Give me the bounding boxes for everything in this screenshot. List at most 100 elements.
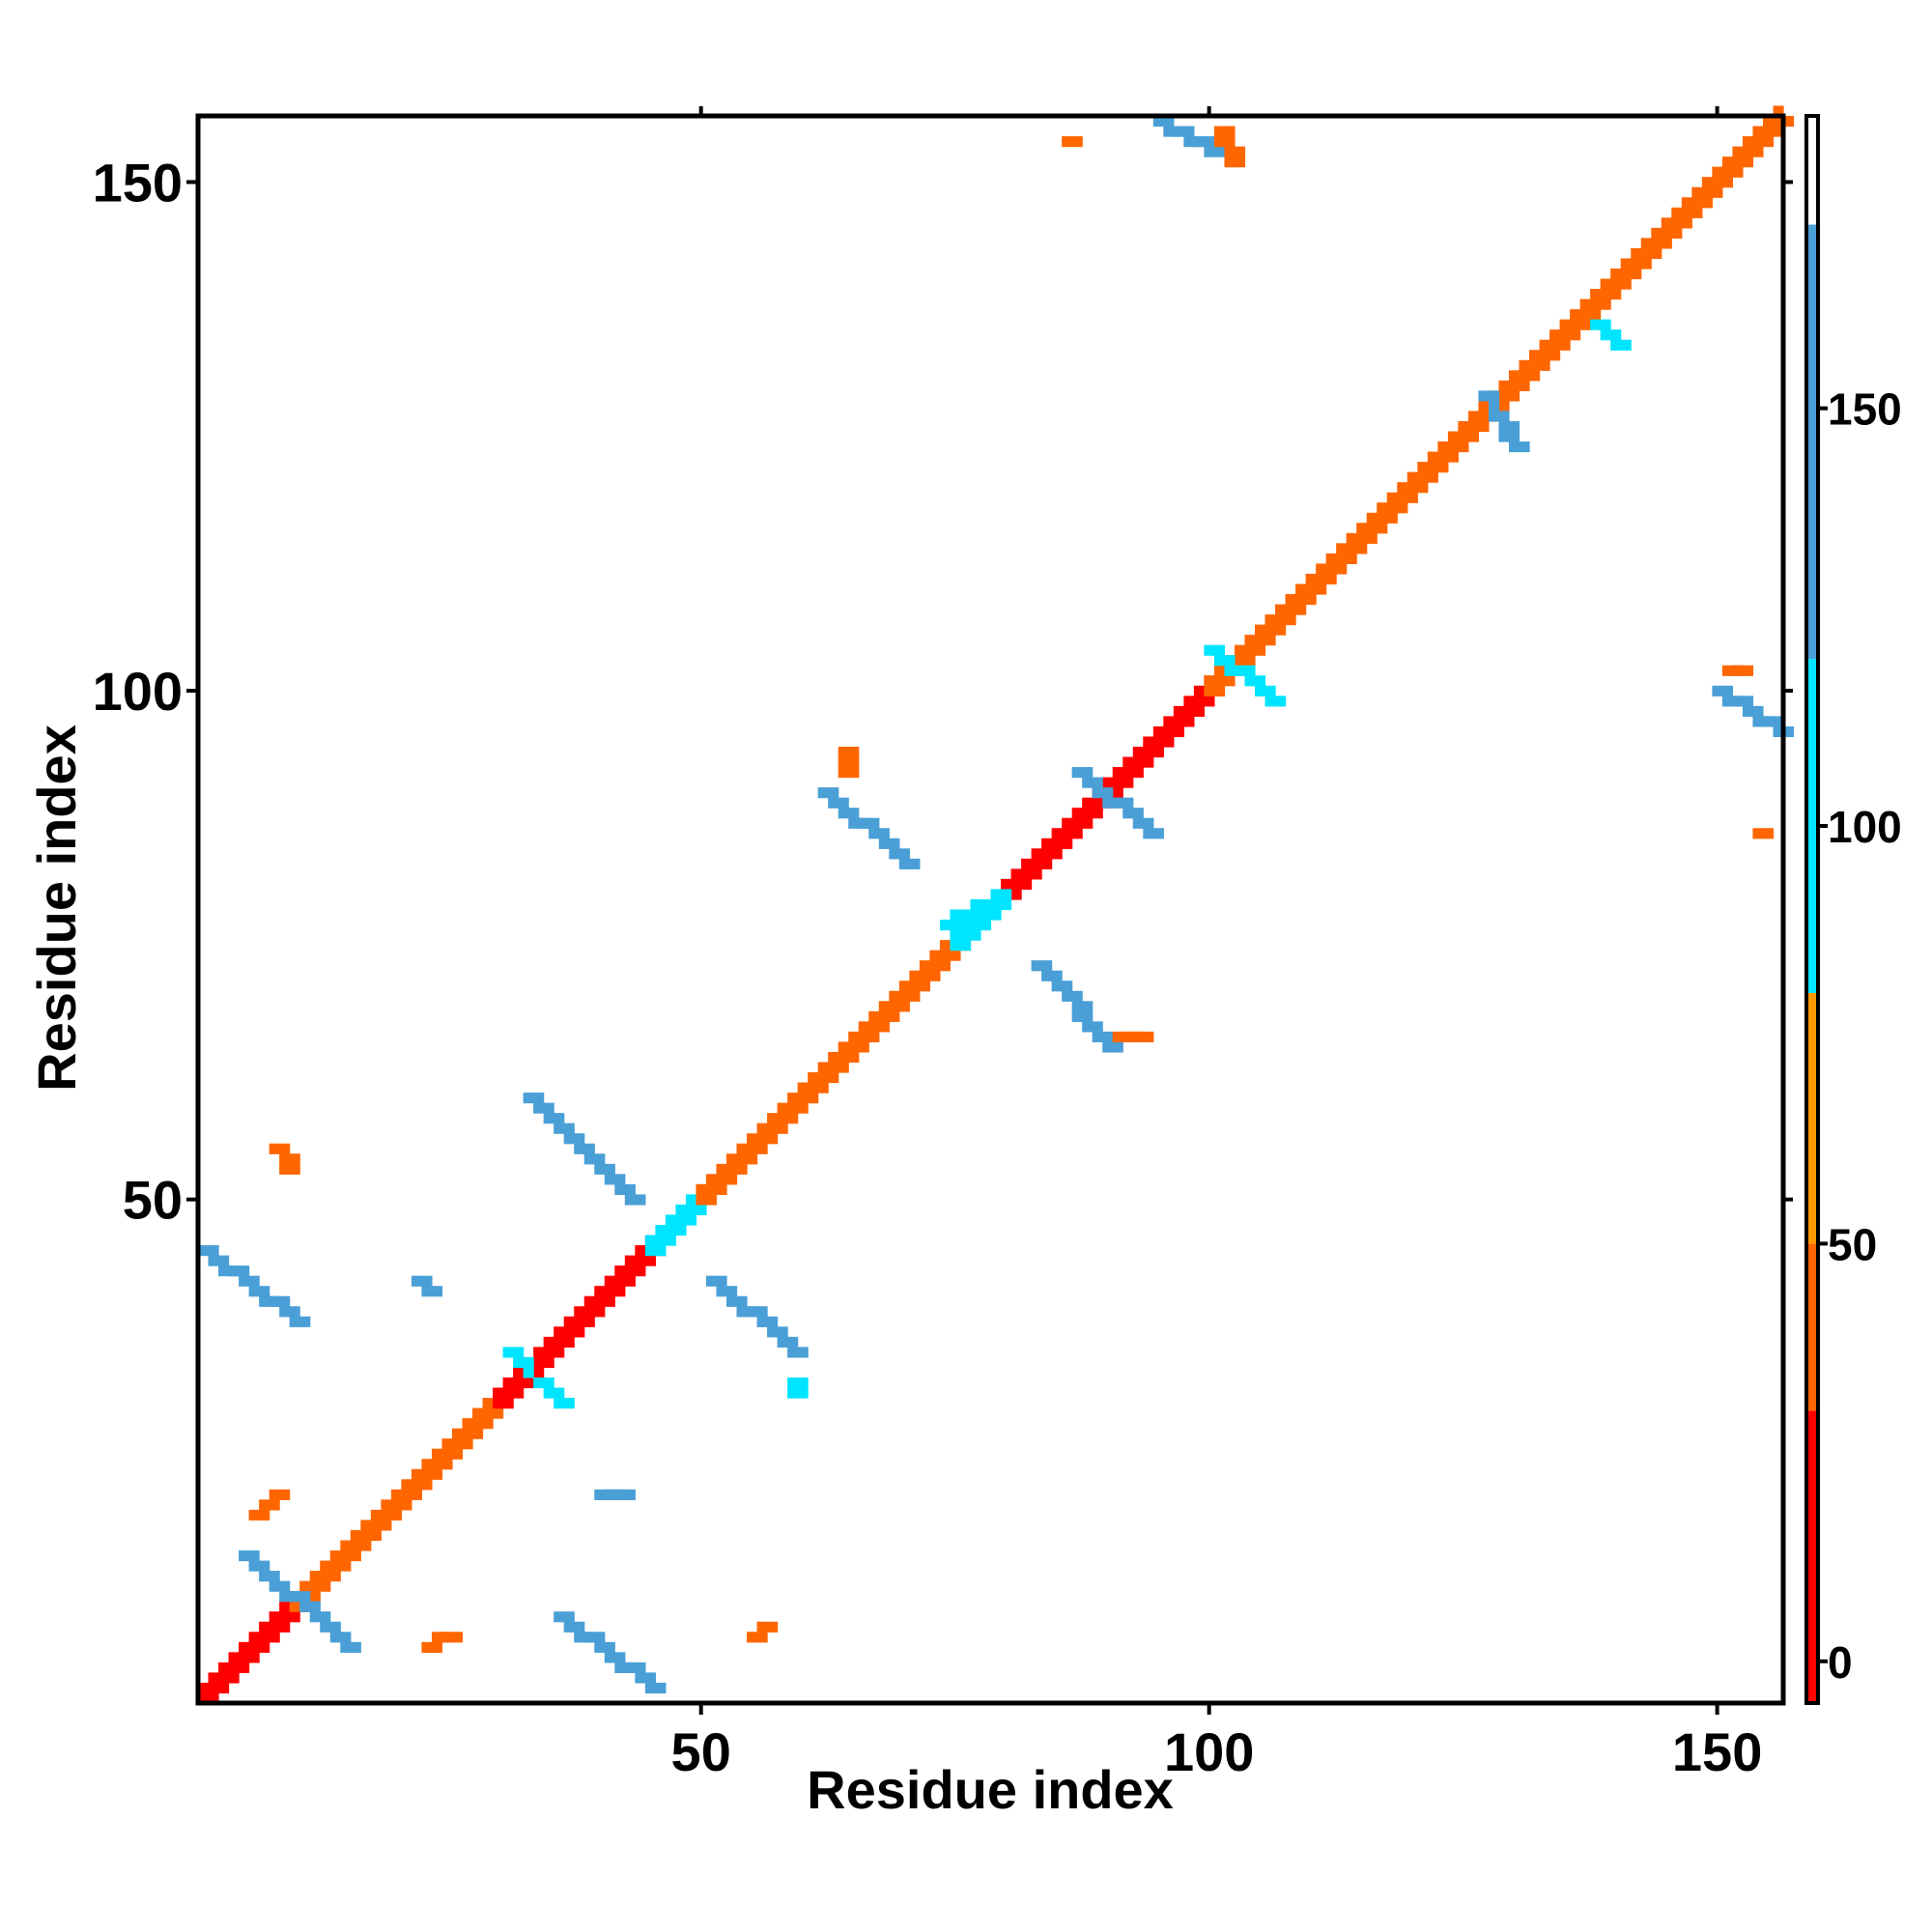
heatmap-cell <box>543 1377 554 1389</box>
heatmap-cell <box>848 756 860 768</box>
y-tick-label: 100 <box>93 661 183 722</box>
heatmap-cell <box>950 920 961 931</box>
heatmap-cell <box>828 1072 839 1084</box>
heatmap-cell <box>1062 828 1073 839</box>
heatmap-cell <box>817 787 829 799</box>
heatmap-cell <box>1071 767 1083 779</box>
heatmap-cell <box>1701 197 1713 209</box>
heatmap-cell <box>1508 431 1520 442</box>
heatmap-cell <box>370 1520 382 1531</box>
heatmap-cell <box>1671 207 1683 218</box>
heatmap-cell <box>1752 146 1764 157</box>
heatmap-cell <box>1437 441 1449 453</box>
heatmap-cell <box>1234 655 1246 667</box>
heatmap-cell <box>533 1102 545 1114</box>
heatmap-cell <box>1204 675 1215 687</box>
heatmap-cell <box>1173 126 1184 137</box>
heatmap-cell <box>1122 777 1134 788</box>
y-axis-ticks: 50 100 150 <box>93 152 1793 1231</box>
heatmap-cell <box>614 1265 626 1277</box>
heatmap-cell <box>533 1367 545 1378</box>
heatmap-cell <box>1244 655 1256 667</box>
heatmap-cell <box>1143 746 1154 758</box>
heatmap-cell <box>716 1183 727 1195</box>
heatmap-cell <box>909 858 921 869</box>
heatmap-cell <box>838 767 849 779</box>
heatmap-cell <box>716 1163 727 1175</box>
heatmap-cell <box>1132 756 1144 768</box>
heatmap-cell <box>1062 136 1073 148</box>
heatmap-cell <box>360 1529 372 1542</box>
heatmap-cell <box>594 1641 606 1653</box>
heatmap-segment <box>838 746 860 779</box>
heatmap-cell <box>1721 696 1733 707</box>
heatmap-cell <box>1213 644 1226 656</box>
heatmap-cell <box>868 1010 880 1022</box>
colorbar-band <box>1806 659 1818 993</box>
heatmap-cell <box>665 1235 676 1246</box>
heatmap-cell <box>390 1499 402 1511</box>
heatmap-cell <box>228 1672 240 1684</box>
heatmap-cell <box>563 1316 575 1327</box>
heatmap-cell <box>1661 238 1672 249</box>
heatmap-cell <box>898 848 910 860</box>
heatmap-cell <box>411 1468 423 1480</box>
heatmap-cell <box>1071 817 1083 829</box>
heatmap-cell <box>838 756 849 768</box>
heatmap-cell <box>401 1479 412 1491</box>
heatmap-cell <box>1549 329 1561 341</box>
heatmap-cell <box>624 1662 636 1673</box>
heatmap-cell <box>756 1133 768 1145</box>
heatmap-cell <box>1620 339 1632 351</box>
x-tick-label: 150 <box>1672 1721 1762 1782</box>
heatmap-cell <box>390 1489 402 1500</box>
heatmap-cell <box>1041 970 1053 981</box>
heatmap-cell <box>675 1214 687 1226</box>
heatmap-cell <box>1437 462 1449 473</box>
heatmap-cell <box>1295 604 1307 615</box>
heatmap-cell <box>431 1632 443 1643</box>
heatmap-cell <box>543 1356 554 1369</box>
heatmap-cell <box>1082 1001 1094 1012</box>
heatmap-cell <box>1346 553 1357 565</box>
heatmap-cell <box>919 980 930 992</box>
heatmap-cell <box>239 1265 250 1277</box>
heatmap-cell <box>1488 411 1500 422</box>
heatmap-cell <box>970 929 981 941</box>
heatmap-cell <box>838 1062 849 1073</box>
heatmap-cell <box>1122 808 1134 819</box>
heatmap-cell <box>1346 543 1357 554</box>
heatmap-cell <box>1031 858 1042 869</box>
heatmap-cell <box>1001 878 1012 891</box>
heatmap-segment <box>421 1632 464 1653</box>
heatmap-cell <box>1275 624 1287 636</box>
heatmap-segment <box>248 1489 291 1521</box>
heatmap-cell <box>939 920 952 931</box>
heatmap-cell <box>635 1672 646 1684</box>
heatmap-cell <box>451 1438 464 1450</box>
heatmap-cell <box>990 909 1002 921</box>
heatmap-cell <box>1519 359 1530 371</box>
heatmap-cell <box>1183 136 1195 148</box>
heatmap-cell <box>208 1682 219 1694</box>
heatmap-cell <box>705 1174 718 1185</box>
heatmap-cell <box>1721 177 1733 188</box>
heatmap-cell <box>1183 705 1195 717</box>
heatmap-cell <box>1681 197 1692 209</box>
heatmap-cell <box>554 1398 565 1409</box>
heatmap-cell <box>554 1387 565 1399</box>
heatmap-cell <box>513 1387 525 1399</box>
heatmap-cell <box>1752 126 1764 137</box>
heatmap-cell <box>1529 359 1541 371</box>
heatmap-cell <box>543 1336 554 1348</box>
heatmap-cell <box>218 1265 230 1277</box>
heatmap-cell <box>756 1632 768 1643</box>
heatmap-cell <box>320 1580 331 1592</box>
heatmap-cell <box>1640 247 1652 260</box>
heatmap-cell <box>462 1428 473 1439</box>
heatmap-cell <box>665 1224 676 1236</box>
heatmap-cell <box>583 1632 595 1643</box>
heatmap-cell <box>726 1163 738 1175</box>
heatmap-cell <box>696 1194 707 1206</box>
heatmap-cell <box>299 1316 311 1327</box>
